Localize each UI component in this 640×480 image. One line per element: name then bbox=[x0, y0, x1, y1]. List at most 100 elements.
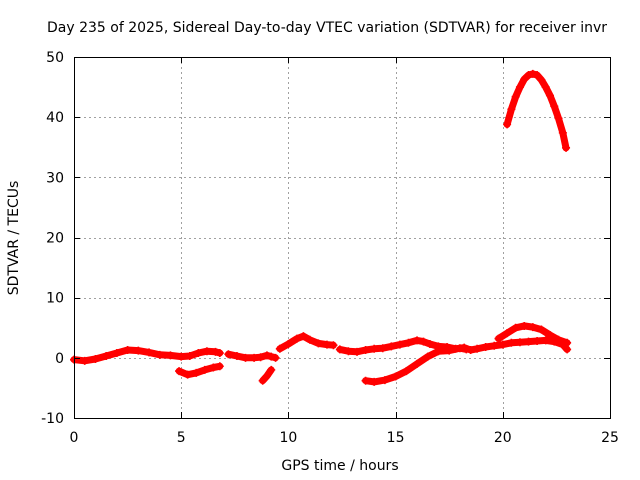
data-point bbox=[91, 355, 100, 364]
y-tick-label: 50 bbox=[46, 50, 64, 66]
data-point bbox=[271, 353, 280, 362]
data-point bbox=[391, 372, 400, 381]
data-point bbox=[329, 341, 338, 350]
data-point bbox=[224, 350, 233, 359]
data-point bbox=[292, 334, 301, 343]
data-point bbox=[511, 92, 520, 101]
data-point bbox=[507, 105, 516, 114]
data-point bbox=[563, 338, 572, 347]
data-point bbox=[175, 367, 184, 376]
data-point bbox=[185, 352, 194, 361]
data-point bbox=[419, 337, 428, 346]
data-point bbox=[155, 350, 164, 359]
data-point bbox=[545, 330, 554, 339]
data-point bbox=[524, 71, 533, 80]
series-trace-7 bbox=[362, 344, 470, 386]
data-point bbox=[395, 340, 404, 349]
data-point bbox=[361, 346, 370, 355]
data-point bbox=[503, 120, 512, 129]
x-axis-label: GPS time / hours bbox=[281, 458, 398, 474]
y-tick-label: -10 bbox=[41, 411, 64, 427]
data-point bbox=[503, 329, 512, 338]
data-point bbox=[550, 102, 559, 111]
data-point bbox=[314, 339, 323, 348]
data-point bbox=[166, 351, 175, 360]
data-point bbox=[481, 343, 490, 352]
data-point bbox=[262, 351, 271, 360]
data-point bbox=[545, 91, 554, 100]
data-point bbox=[541, 83, 550, 92]
data-point bbox=[537, 325, 546, 334]
data-point bbox=[423, 352, 432, 361]
data-point bbox=[202, 347, 211, 356]
data-point bbox=[192, 368, 201, 377]
data-point bbox=[425, 339, 434, 348]
data-point bbox=[134, 346, 143, 355]
data-point bbox=[445, 346, 454, 355]
data-point bbox=[520, 75, 529, 84]
data-point bbox=[299, 332, 308, 341]
data-point bbox=[462, 345, 471, 354]
data-point bbox=[256, 353, 265, 362]
data-point bbox=[511, 323, 520, 332]
y-tick-label: 0 bbox=[55, 351, 64, 367]
data-point bbox=[378, 344, 387, 353]
data-point bbox=[335, 345, 344, 354]
data-point bbox=[404, 338, 413, 347]
y-tick-label: 40 bbox=[46, 110, 64, 126]
data-point bbox=[361, 376, 370, 385]
data-point bbox=[194, 349, 203, 358]
data-point bbox=[387, 342, 396, 351]
data-point bbox=[145, 348, 154, 357]
data-point bbox=[183, 370, 192, 379]
series-trace-1 bbox=[70, 346, 224, 365]
data-point bbox=[413, 336, 422, 345]
data-point bbox=[558, 128, 567, 137]
data-point bbox=[305, 335, 314, 344]
data-point bbox=[533, 336, 542, 345]
data-point bbox=[112, 349, 121, 358]
data-point bbox=[275, 344, 284, 353]
data-point bbox=[434, 347, 443, 356]
x-tick-label: 0 bbox=[70, 430, 79, 446]
data-point bbox=[515, 83, 524, 92]
data-point bbox=[209, 363, 218, 372]
data-point bbox=[380, 376, 389, 385]
data-point bbox=[515, 338, 524, 347]
y-axis-label: SDTVAR / TECUs bbox=[6, 181, 22, 296]
data-point bbox=[267, 352, 276, 361]
data-point bbox=[554, 114, 563, 123]
data-point bbox=[344, 347, 353, 356]
data-point bbox=[494, 334, 503, 343]
x-tick-label: 10 bbox=[279, 430, 297, 446]
data-point bbox=[524, 337, 533, 346]
data-point bbox=[370, 377, 379, 386]
x-tick-label: 25 bbox=[601, 430, 619, 446]
data-point bbox=[215, 349, 224, 358]
data-point bbox=[262, 371, 271, 380]
data-point bbox=[528, 323, 537, 332]
data-point bbox=[507, 338, 516, 347]
data-point bbox=[455, 344, 464, 353]
data-point bbox=[258, 376, 267, 385]
y-tick-label: 30 bbox=[46, 170, 64, 186]
data-point bbox=[490, 341, 499, 350]
data-point bbox=[402, 367, 411, 376]
data-point bbox=[528, 69, 537, 78]
data-point bbox=[232, 352, 241, 361]
data-point bbox=[562, 143, 571, 152]
gridlines bbox=[74, 57, 610, 418]
data-point bbox=[80, 356, 89, 365]
data-point bbox=[211, 347, 220, 356]
axes: 0 5 10 15 20 25 -10 0 10 20 30 40 50 bbox=[41, 50, 619, 446]
data-point bbox=[533, 71, 542, 80]
data-point bbox=[554, 335, 563, 344]
data-point bbox=[200, 365, 209, 374]
x-tick-label: 5 bbox=[177, 430, 186, 446]
series-trace-9 bbox=[503, 70, 570, 152]
data-traces bbox=[70, 69, 572, 386]
data-point bbox=[498, 340, 507, 349]
data-point bbox=[215, 362, 224, 371]
data-point bbox=[102, 352, 111, 361]
